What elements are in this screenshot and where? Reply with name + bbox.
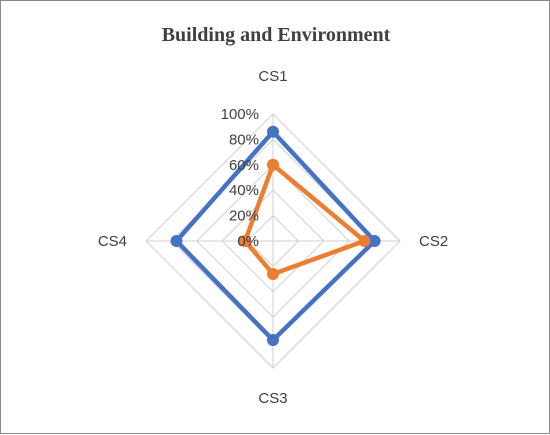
radial-tick-label: 20% <box>229 208 259 225</box>
radial-tick-label: 100% <box>221 106 259 123</box>
data-point <box>267 334 279 347</box>
radial-tick-label: 40% <box>229 182 259 199</box>
chart-title: Building and Environment <box>162 24 391 46</box>
category-label-cs3: CS3 <box>258 390 287 407</box>
radial-tick-label: 0% <box>237 233 259 250</box>
series-1 <box>170 125 381 347</box>
data-point <box>267 125 279 138</box>
radial-tick-label: 60% <box>229 157 259 174</box>
data-point <box>170 235 183 247</box>
series-line <box>242 162 367 277</box>
category-label-cs2: CS2 <box>419 233 448 250</box>
radial-tick-label: 80% <box>229 131 259 148</box>
data-point <box>368 235 381 247</box>
series-2 <box>239 158 371 281</box>
category-labels: CS1 CS2 CS3 CS4 <box>98 68 448 407</box>
data-point <box>267 158 279 171</box>
data-point <box>358 235 371 247</box>
data-point <box>239 235 252 247</box>
series-layer <box>170 125 381 347</box>
data-point <box>267 268 279 281</box>
radial-tick-labels: 0% 20% 40% 60% 80% 100% <box>221 106 259 250</box>
category-label-cs1: CS1 <box>258 68 287 85</box>
category-label-cs4: CS4 <box>98 233 127 250</box>
